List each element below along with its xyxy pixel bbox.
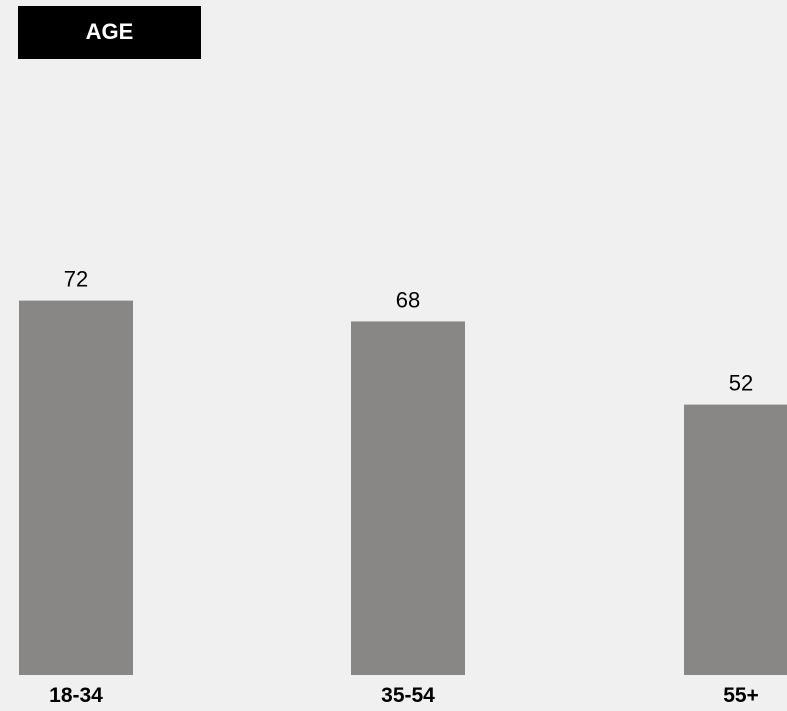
value-label-35-54: 68 [396,287,420,312]
chart-title: AGE [18,6,201,59]
category-label-18-34: 18-34 [49,684,103,707]
bars-group [19,300,787,675]
value-labels-group: 72 68 52 [64,267,753,396]
bar-55+ [684,404,787,675]
category-labels-group: 18-34 35-54 55+ [49,684,759,707]
value-label-18-34: 72 [64,267,88,292]
bar-35-54 [351,321,465,675]
bar-18-34 [19,300,133,675]
category-label-55+: 55+ [723,684,759,707]
value-label-55+: 52 [729,371,753,396]
category-label-35-54: 35-54 [381,684,435,707]
